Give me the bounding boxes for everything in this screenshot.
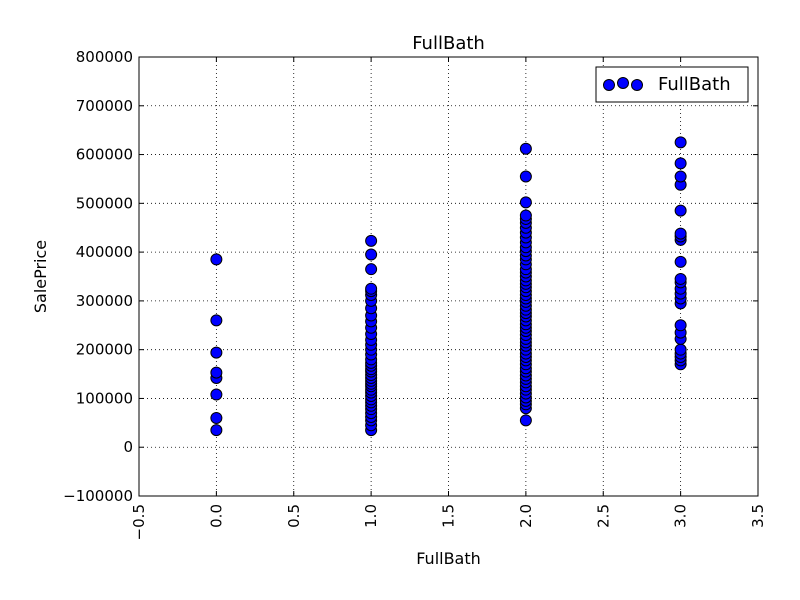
- x-tick-label: 1.0: [362, 504, 380, 528]
- data-point: [210, 253, 223, 266]
- y-tick-label: 600000: [76, 146, 133, 164]
- legend-marker: [631, 79, 643, 91]
- data-point: [674, 319, 687, 332]
- y-axis-title: SalePrice: [31, 240, 50, 313]
- data-point: [519, 209, 532, 222]
- axis-ticks: −0.5 0.0 0.5 1.0 1.5 2.0 2.5 3.0 3.5 −100000 0 1000…: [63, 48, 767, 540]
- y-tick-label: 700000: [76, 97, 133, 115]
- data-point: [674, 136, 687, 149]
- x-tick-label: 2.5: [594, 504, 612, 528]
- data-point: [519, 414, 532, 427]
- x-tick-label: 0.5: [285, 504, 303, 528]
- data-point: [519, 170, 532, 183]
- plot-frame: [138, 56, 759, 497]
- data-point: [210, 366, 223, 379]
- data-point: [674, 255, 687, 268]
- data-points: [210, 136, 687, 437]
- data-point: [210, 424, 223, 437]
- grid: [139, 57, 758, 496]
- data-point: [210, 388, 223, 401]
- x-tick-label: 1.5: [440, 504, 458, 528]
- data-point: [519, 196, 532, 209]
- data-point: [210, 346, 223, 359]
- data-point: [674, 170, 687, 183]
- chart-title: FullBath: [412, 33, 485, 54]
- data-point: [365, 234, 378, 247]
- y-tick-label: 400000: [76, 243, 133, 261]
- y-tick-label: 500000: [76, 194, 133, 212]
- legend-markers: [603, 77, 643, 91]
- data-point: [674, 343, 687, 356]
- data-point: [365, 248, 378, 261]
- data-point: [519, 142, 532, 155]
- legend-marker: [617, 77, 629, 89]
- x-tick-label: 2.0: [517, 504, 535, 528]
- x-tick-label: −0.5: [130, 504, 148, 540]
- data-point: [674, 272, 687, 285]
- y-tick-label: 800000: [76, 48, 133, 66]
- data-point: [365, 263, 378, 276]
- legend-marker: [603, 79, 615, 91]
- legend-label: FullBath: [658, 74, 731, 95]
- legend: FullBath: [595, 66, 749, 103]
- y-tick-label: 200000: [76, 341, 133, 359]
- x-tick-label: 3.5: [749, 504, 767, 528]
- data-point: [210, 314, 223, 327]
- y-tick-label: 0: [123, 438, 133, 456]
- y-tick-label: 300000: [76, 292, 133, 310]
- y-tick-label: 100000: [76, 389, 133, 407]
- x-tick-label: 3.0: [672, 504, 690, 528]
- data-point: [674, 227, 687, 240]
- data-point: [365, 282, 378, 295]
- data-point: [210, 411, 223, 424]
- y-tick-label: −100000: [63, 487, 133, 505]
- x-axis-title: FullBath: [416, 549, 481, 568]
- x-tick-label: 0.0: [207, 504, 225, 528]
- data-point: [674, 157, 687, 170]
- data-point: [674, 204, 687, 217]
